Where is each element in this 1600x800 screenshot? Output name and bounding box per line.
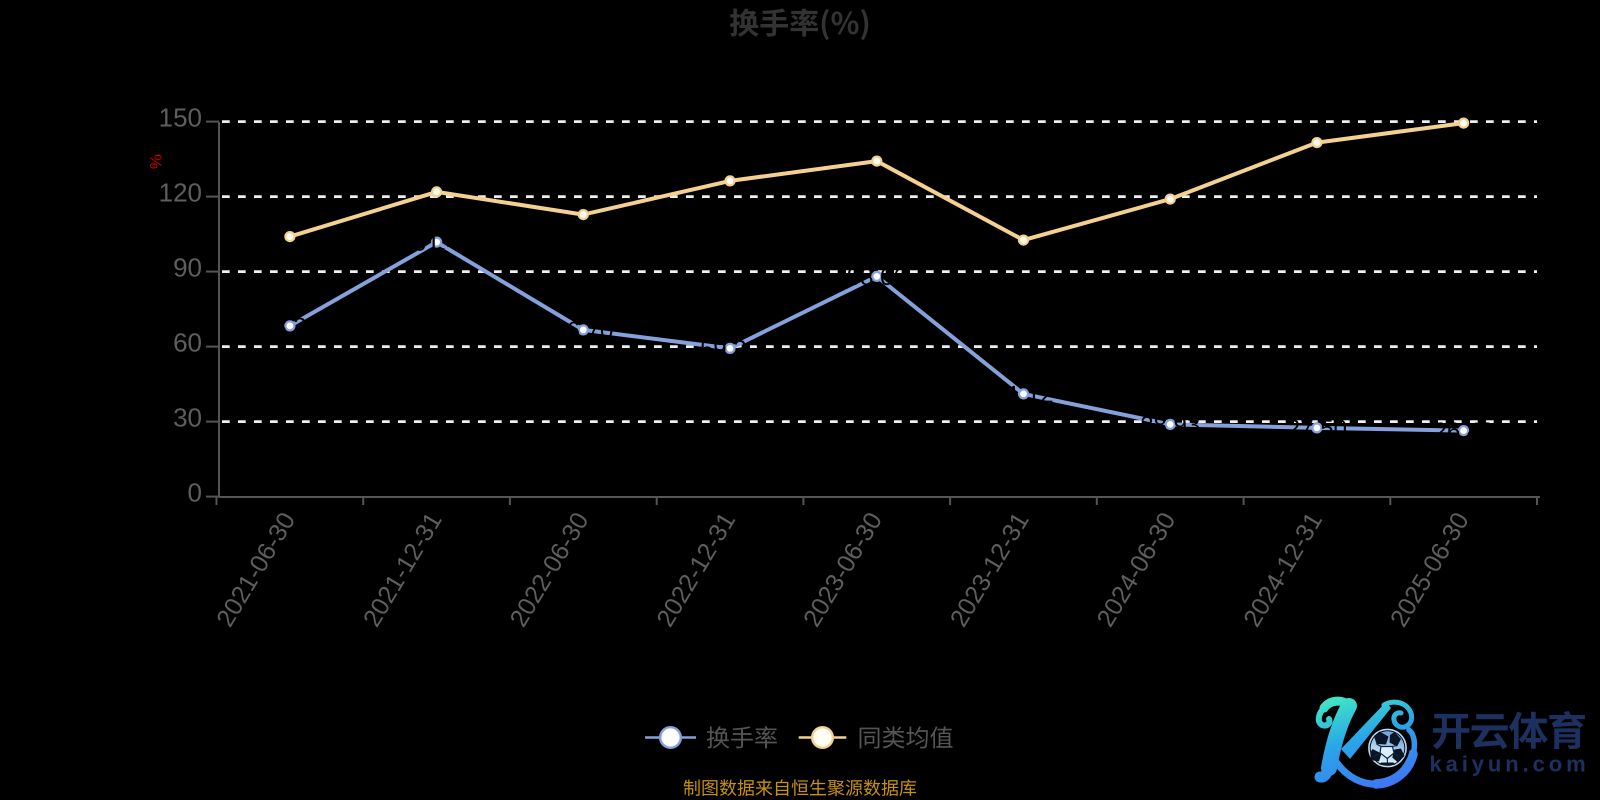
svg-text:90: 90 bbox=[173, 252, 202, 282]
svg-text:0: 0 bbox=[188, 477, 202, 507]
svg-text:%: % bbox=[146, 154, 165, 169]
svg-text:120: 120 bbox=[159, 177, 202, 207]
svg-text:150: 150 bbox=[159, 102, 202, 132]
svg-text:60: 60 bbox=[173, 327, 202, 357]
svg-text:30: 30 bbox=[173, 402, 202, 432]
svg-text:kaiyun.com: kaiyun.com bbox=[1430, 752, 1590, 777]
